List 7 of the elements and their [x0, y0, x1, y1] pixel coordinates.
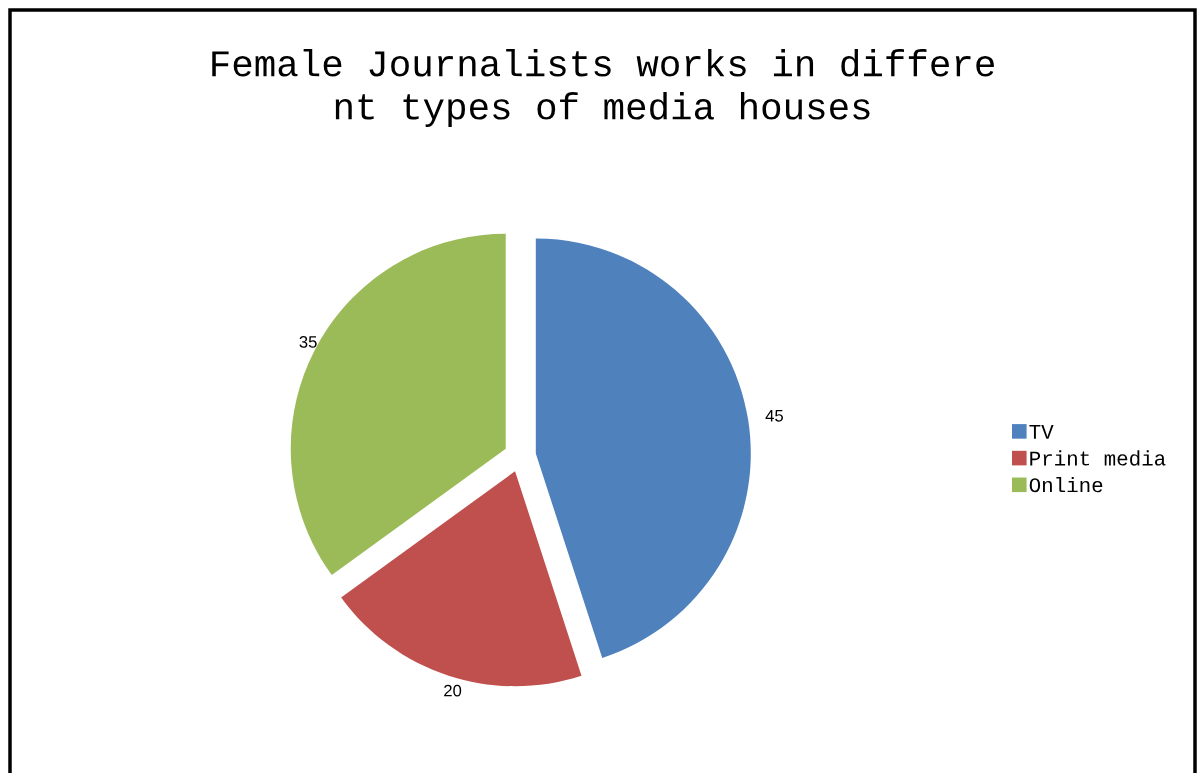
data-label: 20	[444, 684, 462, 697]
chart-title: Female Journalists works in differe nt types of media houses	[212, 48, 994, 128]
data-label: 35	[299, 335, 317, 348]
legend-label: Online	[1029, 477, 1103, 493]
legend-label: Print media	[1030, 450, 1166, 466]
data-label: 45	[765, 410, 783, 422]
legend-label: TV	[1029, 424, 1054, 439]
